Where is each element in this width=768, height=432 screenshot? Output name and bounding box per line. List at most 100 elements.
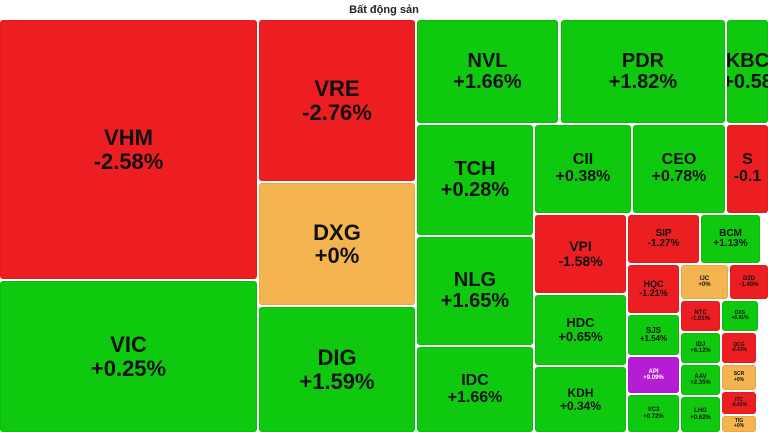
- stock-tile-hqc[interactable]: HQC -1.21%: [628, 265, 679, 313]
- stock-tile-vpi[interactable]: VPI -1.58%: [535, 215, 626, 293]
- stock-tile-pdr[interactable]: PDR +1.82%: [561, 20, 725, 123]
- stock-change: +9.09%: [643, 375, 664, 381]
- stock-ticker: VC3: [647, 407, 660, 414]
- stock-change: -1.21%: [639, 288, 668, 298]
- stock-tile-vc3[interactable]: VC3 +0.72%: [628, 395, 679, 432]
- stock-change: +0.25%: [90, 355, 167, 381]
- stock-tile-dxs[interactable]: DXS +0.91%: [722, 301, 758, 331]
- stock-ticker: IDJ: [695, 341, 706, 348]
- stock-change: -0.41%: [731, 402, 747, 408]
- stock-tile-dxg[interactable]: DXG +0%: [259, 183, 415, 305]
- stock-ticker: VPI: [569, 238, 592, 255]
- stock-change: -1.45%: [739, 282, 759, 288]
- stock-tile-hdc[interactable]: HDC +0.65%: [535, 295, 626, 365]
- stock-ticker: ITC: [734, 396, 744, 403]
- stock-ticker: DXG: [313, 219, 361, 245]
- stock-change: +1.65%: [440, 290, 510, 312]
- stock-change: -1.01%: [690, 316, 710, 322]
- stock-change: +1.66%: [453, 70, 522, 93]
- stock-change: -2.76%: [302, 99, 372, 125]
- stock-ticker: KDH: [567, 385, 594, 400]
- stock-ticker: BCM: [719, 227, 742, 239]
- stock-change: -2.58%: [93, 148, 164, 174]
- stock-ticker: VHM: [104, 125, 153, 151]
- stock-tile-nvl[interactable]: NVL +1.66%: [417, 20, 558, 123]
- stock-change: -0.43%: [731, 347, 747, 353]
- stock-tile-qcg[interactable]: QCG -0.43%: [722, 333, 756, 363]
- stock-tile-scr[interactable]: SCR +0%: [722, 365, 756, 390]
- stock-change: +0.65%: [558, 329, 603, 344]
- stock-ticker: VIC: [110, 332, 147, 358]
- stock-change: -0.1: [733, 168, 762, 185]
- stock-change: +1.54%: [639, 334, 668, 343]
- stock-tile-itc[interactable]: ITC -0.41%: [722, 392, 756, 414]
- stock-ticker: NVL: [467, 49, 508, 72]
- stock-ticker: CEO: [661, 151, 697, 169]
- stock-tile-s[interactable]: S -0.1: [727, 125, 768, 213]
- stock-ticker: SCR: [733, 371, 745, 378]
- stock-ticker: S: [742, 151, 753, 169]
- stock-ticker: KBC: [727, 49, 768, 72]
- stock-change: +0%: [733, 423, 745, 429]
- stock-tile-idj[interactable]: IDJ +6.12%: [681, 333, 720, 363]
- stock-ticker: NTC: [694, 309, 707, 316]
- stock-change: +0.78%: [651, 168, 707, 185]
- stock-tile-kbc[interactable]: KBC +0.58: [727, 20, 768, 123]
- stock-tile-lhg[interactable]: LHG +0.62%: [681, 397, 720, 432]
- stock-change: -1.58%: [558, 253, 603, 269]
- stock-change: +1.59%: [299, 368, 375, 394]
- stock-tile-api[interactable]: API +9.09%: [628, 357, 679, 393]
- stock-ticker: LHG: [694, 408, 707, 415]
- stock-tile-vic[interactable]: VIC +0.25%: [0, 281, 257, 432]
- stock-tile-cii[interactable]: CII +0.38%: [535, 125, 631, 213]
- stock-ticker: NLG: [453, 269, 497, 291]
- stock-ticker: TCH: [454, 158, 496, 180]
- stock-ticker: QCG: [733, 341, 745, 348]
- stock-tile-nlg[interactable]: NLG +1.65%: [417, 237, 533, 345]
- stock-change: +2.35%: [690, 380, 711, 386]
- stock-ticker: HQC: [643, 278, 664, 289]
- page-title: Bất động sản: [349, 4, 419, 16]
- stock-change: +0%: [314, 243, 360, 268]
- stock-tile-kdh[interactable]: KDH +0.34%: [535, 367, 626, 432]
- stock-ticker: IDC: [461, 371, 489, 389]
- stock-change: +0.38%: [555, 168, 611, 185]
- stock-change: +0.34%: [559, 398, 602, 413]
- stock-change: +1.66%: [447, 388, 503, 406]
- stock-ticker: SIP: [655, 227, 672, 239]
- stock-change: +0.28%: [440, 179, 510, 201]
- stock-change: +6.12%: [690, 348, 711, 354]
- stock-ticker: CII: [572, 151, 594, 169]
- stock-ticker: IJC: [699, 275, 710, 282]
- stock-tile-sjs[interactable]: SJS +1.54%: [628, 315, 679, 355]
- stock-change: +0%: [698, 282, 711, 288]
- stock-ticker: SJS: [645, 325, 662, 335]
- stock-ticker: TIG: [734, 417, 744, 424]
- stock-tile-tig[interactable]: TIG +0%: [722, 416, 756, 432]
- stock-ticker: DIG: [317, 345, 357, 371]
- stock-change: +0.91%: [731, 315, 749, 321]
- stock-tile-aav[interactable]: AAV +2.35%: [681, 365, 720, 395]
- stock-change: +1.13%: [713, 238, 748, 249]
- stock-ticker: API: [648, 368, 659, 375]
- stock-tile-dig[interactable]: DIG +1.59%: [259, 307, 415, 432]
- stock-tile-idc[interactable]: IDC +1.66%: [417, 347, 533, 432]
- stock-change: +1.82%: [608, 70, 678, 93]
- stock-ticker: DXS: [734, 309, 746, 316]
- stock-tile-d2d[interactable]: D2D -1.45%: [730, 265, 768, 299]
- stock-tile-ijc[interactable]: IJC +0%: [681, 265, 728, 299]
- stock-ticker: AAV: [694, 373, 707, 380]
- stock-tile-sip[interactable]: SIP -1.27%: [628, 215, 699, 263]
- stock-tile-vhm[interactable]: VHM -2.58%: [0, 20, 257, 279]
- stock-ticker: PDR: [621, 49, 665, 72]
- stock-change: +0.72%: [643, 413, 664, 420]
- stock-ticker: D2D: [742, 275, 755, 282]
- stock-change: +0.62%: [690, 414, 711, 421]
- stock-tile-bcm[interactable]: BCM +1.13%: [701, 215, 760, 263]
- stock-tile-vre[interactable]: VRE -2.76%: [259, 20, 415, 181]
- stock-ticker: HDC: [566, 315, 595, 331]
- stock-tile-ceo[interactable]: CEO +0.78%: [633, 125, 725, 213]
- stock-tile-tch[interactable]: TCH +0.28%: [417, 125, 533, 235]
- stock-change: +0.58: [727, 70, 768, 93]
- stock-tile-ntc[interactable]: NTC -1.01%: [681, 301, 720, 331]
